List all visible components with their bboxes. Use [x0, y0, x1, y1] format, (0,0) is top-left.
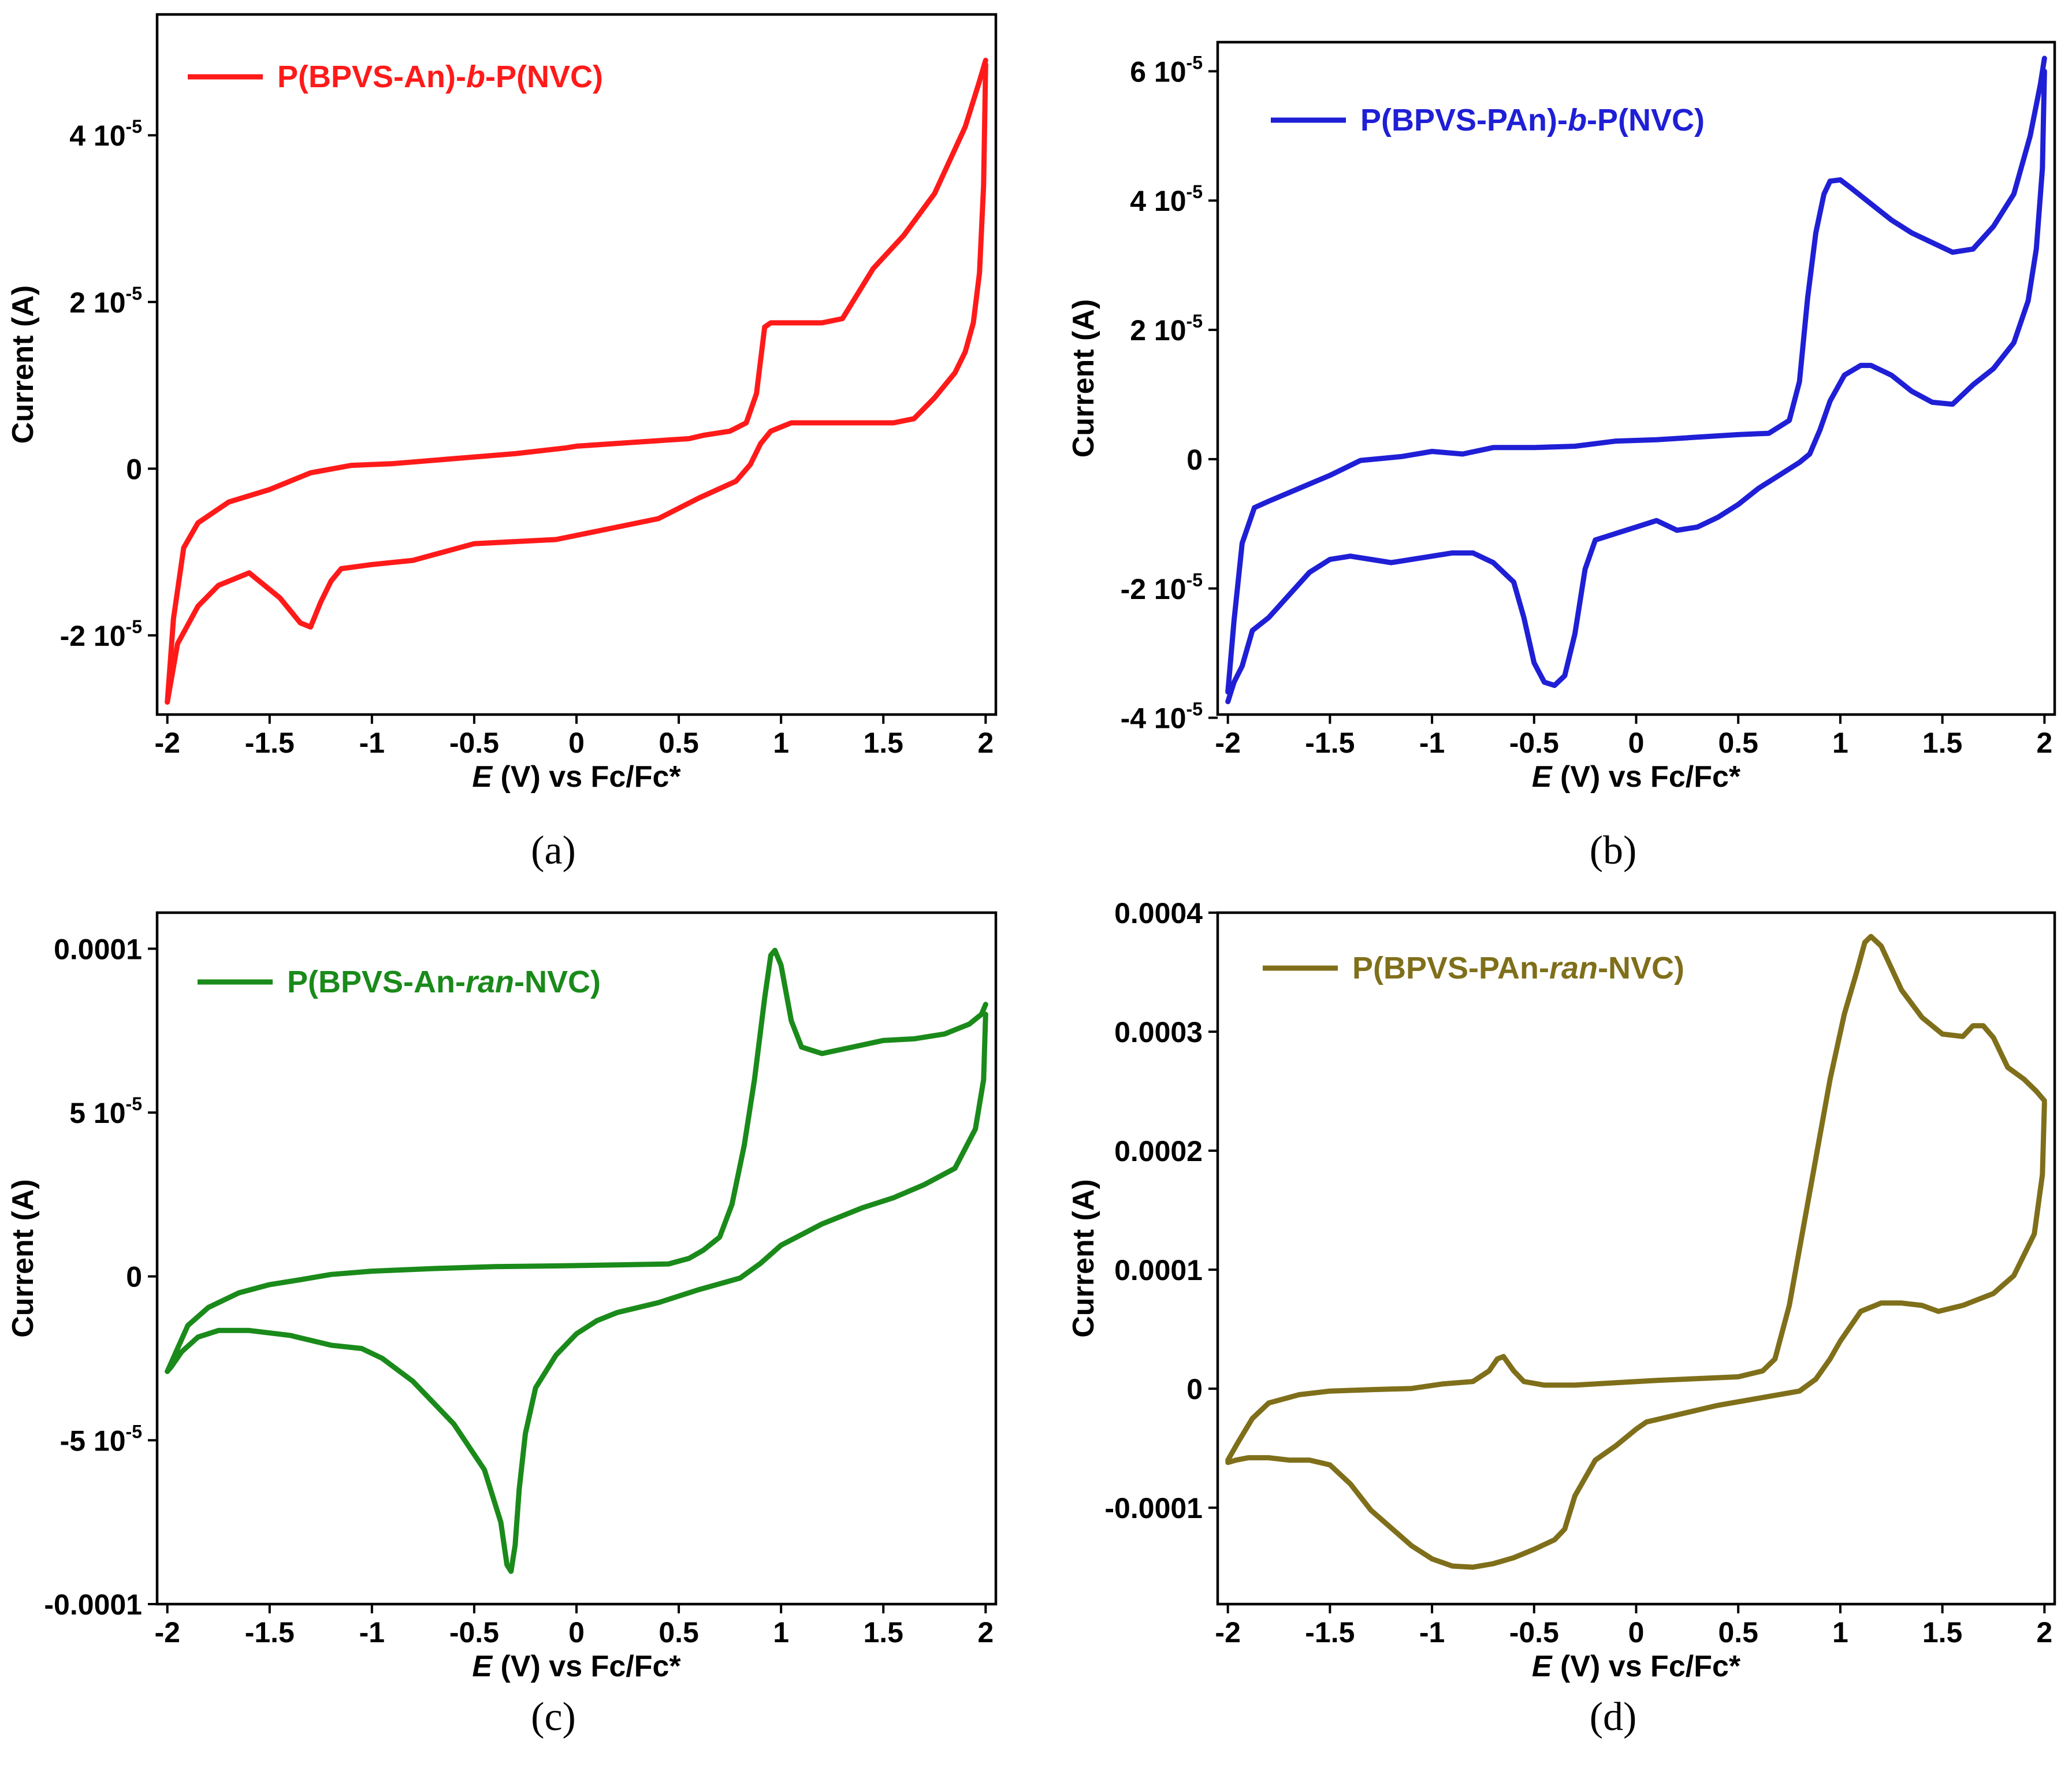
x-tick-label: 1	[1832, 1616, 1848, 1649]
y-axis-title: Current (A)	[6, 285, 40, 444]
chart-panel-4: -2 -1.5 -1 -0.5 0 0.5 1 1.5 2 -0.0001 0 0.0001 0.000…	[1067, 897, 2056, 1739]
x-tick-label: 1	[773, 727, 789, 759]
series-line-forward	[165, 57, 988, 705]
panel-label: (d)	[1590, 1695, 1637, 1739]
series-line-forward	[1225, 55, 2047, 695]
plot-frame	[1216, 40, 2056, 716]
x-axis-title: E (V) vs Fc/Fc*	[472, 760, 681, 794]
legend-label: P(BPVS-An)-b-P(NVC)	[277, 59, 603, 94]
x-tick-label: 2	[977, 1616, 994, 1649]
x-tick-label: -0.5	[449, 1616, 499, 1649]
x-tick-label: 0	[1628, 1616, 1645, 1649]
x-tick-label: -0.5	[449, 727, 499, 759]
series-line-reverse	[1225, 1100, 2047, 1570]
legend-label: P(BPVS-An-ran-NVC)	[287, 965, 601, 999]
x-tick-label: 1.5	[1922, 727, 1963, 759]
y-tick-label: -0.0001	[1104, 1492, 1203, 1524]
y-tick-label: 4 10-5	[69, 116, 142, 152]
series-line-forward	[165, 947, 988, 1374]
series-line-reverse	[1225, 68, 2047, 705]
x-tick-label: -0.5	[1509, 727, 1559, 759]
chart-panel-3: -2 -1.5 -1 -0.5 0 0.5 1 1.5 2 -0.0001 -5 10-5 0 5 10…	[6, 911, 998, 1739]
x-tick-label: -1	[1419, 727, 1445, 759]
y-tick-label: 0.0004	[1114, 897, 1203, 929]
plot-frame	[155, 13, 998, 716]
x-tick-label: 0	[568, 727, 585, 759]
x-tick-label: -0.5	[1509, 1616, 1559, 1649]
series-line-reverse	[165, 62, 988, 705]
x-tick-label: -1.5	[1305, 727, 1355, 759]
x-tick-label: -2	[1215, 727, 1240, 759]
x-tick-label: -2	[1215, 1616, 1240, 1649]
x-tick-label: -1	[1419, 1616, 1445, 1649]
legend-label: P(BPVS-PAn-ran-NVC)	[1352, 951, 1684, 985]
x-tick-label: -2	[154, 727, 180, 759]
x-tick-label: 1	[1832, 727, 1848, 759]
y-tick-label: 0.0003	[1114, 1016, 1203, 1048]
x-tick-label: 0.5	[1718, 1616, 1758, 1649]
y-tick-label: 0.0001	[54, 933, 142, 965]
chart-panel-1: -2 -1.5 -1 -0.5 0 0.5 1 1.5 2 -2 10-5 0 2 10-5 4 10-…	[6, 13, 998, 873]
panel-label: (c)	[531, 1695, 576, 1739]
y-tick-label: -2 10-5	[60, 616, 142, 652]
x-tick-label: 2	[977, 727, 994, 759]
series-line-forward	[1225, 933, 2047, 1463]
x-tick-label: -1	[359, 1616, 385, 1649]
plot-frame	[1216, 911, 2056, 1606]
x-tick-label: 1	[773, 1616, 789, 1649]
x-tick-label: 0	[568, 1616, 585, 1649]
y-tick-label: -0.0001	[44, 1589, 142, 1621]
x-axis-title: E (V) vs Fc/Fc*	[472, 1650, 681, 1683]
y-axis-title: Current (A)	[6, 1179, 40, 1337]
y-axis-title: Current (A)	[1067, 1179, 1100, 1337]
y-tick-label: 5 10-5	[69, 1093, 142, 1129]
x-tick-label: 2	[2036, 727, 2052, 759]
x-axis-title: E (V) vs Fc/Fc*	[1532, 1650, 1741, 1683]
y-tick-label: 0	[126, 453, 142, 485]
y-tick-label: 4 10-5	[1130, 181, 1203, 217]
x-tick-label: 1.5	[863, 727, 903, 759]
y-tick-label: 2 10-5	[69, 283, 142, 319]
x-tick-label: -1.5	[245, 1616, 295, 1649]
y-tick-label: -5 10-5	[60, 1421, 142, 1457]
panel-label: (a)	[531, 828, 576, 873]
x-tick-label: -1	[359, 727, 385, 759]
legend-label: P(BPVS-PAn)-b-P(NVC)	[1360, 103, 1705, 137]
series-line-reverse	[165, 1011, 988, 1574]
x-tick-label: 0.5	[659, 727, 699, 759]
y-tick-label: 6 10-5	[1130, 52, 1203, 88]
chart-panel-2: -2 -1.5 -1 -0.5 0 0.5 1 1.5 2 -4 10-5 -2 10-5 0 2 10…	[1067, 40, 2056, 873]
x-tick-label: 0	[1628, 727, 1645, 759]
x-tick-label: -2	[154, 1616, 180, 1649]
x-tick-label: 0.5	[1718, 727, 1758, 759]
y-tick-label: 0	[126, 1261, 142, 1293]
x-tick-label: 1.5	[863, 1616, 903, 1649]
y-tick-label: 0.0001	[1114, 1254, 1203, 1286]
y-axis-title: Current (A)	[1067, 299, 1100, 457]
y-tick-label: 0	[1186, 1373, 1203, 1405]
x-tick-label: -1.5	[1305, 1616, 1355, 1649]
y-tick-label: 0.0002	[1114, 1135, 1203, 1167]
x-tick-label: 0.5	[659, 1616, 699, 1649]
y-tick-label: 2 10-5	[1130, 311, 1203, 347]
panel-label: (b)	[1590, 828, 1637, 873]
y-tick-label: 0	[1186, 444, 1203, 476]
plot-frame	[155, 911, 998, 1606]
x-tick-label: 2	[2036, 1616, 2052, 1649]
x-tick-label: -1.5	[245, 727, 295, 759]
y-tick-label: -4 10-5	[1121, 699, 1203, 735]
y-tick-label: -2 10-5	[1121, 570, 1203, 605]
x-tick-label: 1.5	[1922, 1616, 1963, 1649]
x-axis-title: E (V) vs Fc/Fc*	[1532, 760, 1741, 794]
